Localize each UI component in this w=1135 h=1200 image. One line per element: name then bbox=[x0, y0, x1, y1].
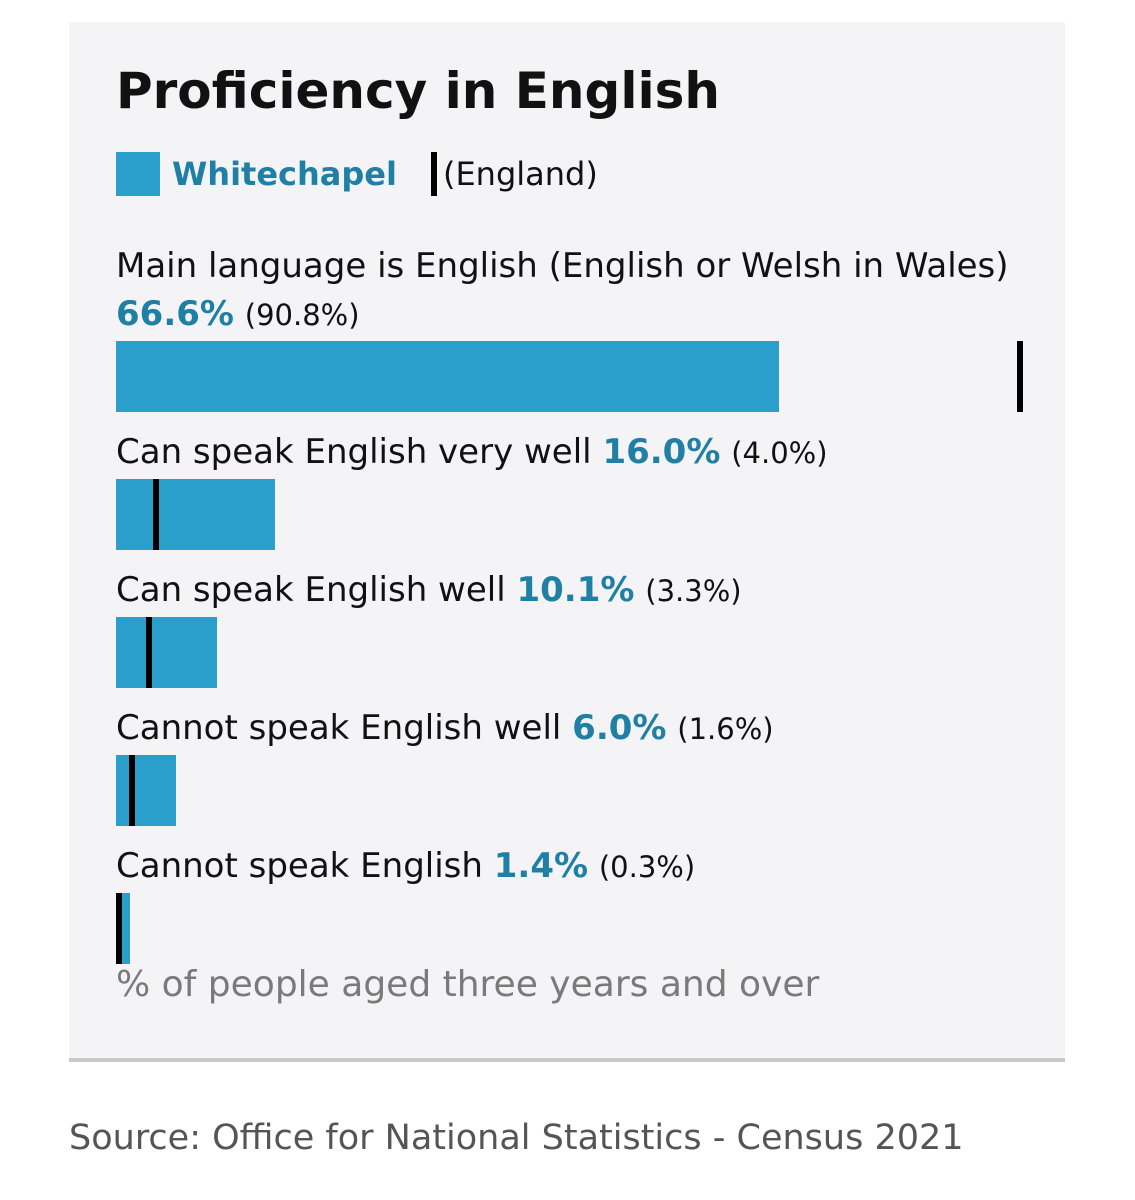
row-label: Main language is English (English or Wel… bbox=[116, 242, 1016, 339]
reference-label: (90.8%) bbox=[244, 298, 360, 332]
legend-marker bbox=[430, 152, 437, 196]
reference-marker bbox=[128, 755, 135, 826]
legend-swatch bbox=[116, 152, 160, 196]
reference-label: (1.6%) bbox=[677, 712, 774, 746]
category-label: Can speak English well bbox=[116, 570, 506, 610]
value-label: 66.6% bbox=[116, 294, 234, 334]
category-label: Main language is English (English or Wel… bbox=[116, 246, 1009, 286]
bar bbox=[116, 479, 276, 550]
chart-title: Proficiency in English bbox=[116, 62, 720, 120]
reference-marker bbox=[116, 893, 122, 964]
category-label: Cannot speak English bbox=[116, 846, 483, 886]
bar bbox=[116, 617, 217, 688]
bar bbox=[116, 341, 780, 412]
reference-marker bbox=[145, 617, 152, 688]
note: % of people aged three years and over bbox=[116, 964, 820, 1005]
rows: Main language is English (English or Wel… bbox=[116, 226, 1024, 964]
value-label: 1.4% bbox=[493, 846, 589, 886]
reference-label: (4.0%) bbox=[731, 436, 828, 470]
row-label: Cannot speak English 1.4% (0.3%) bbox=[116, 842, 1016, 891]
reference-marker bbox=[1017, 341, 1024, 412]
bar-track bbox=[116, 479, 1016, 550]
legend: Whitechapel (England) bbox=[116, 152, 598, 196]
reference-label: (0.3%) bbox=[598, 850, 696, 884]
source: Source: Office for National Statistics -… bbox=[69, 1118, 964, 1158]
bar-track bbox=[116, 755, 1016, 826]
row-label: Can speak English very well 16.0% (4.0%) bbox=[116, 428, 1016, 477]
value-label: 6.0% bbox=[572, 708, 667, 748]
category-label: Cannot speak English well bbox=[116, 708, 562, 748]
legend-label: Whitechapel bbox=[172, 155, 397, 193]
legend-label: (England) bbox=[442, 155, 598, 193]
value-label: 10.1% bbox=[516, 570, 635, 610]
bar-track bbox=[116, 617, 1016, 688]
bar-track bbox=[116, 893, 1016, 964]
row-label: Cannot speak English well 6.0% (1.6%) bbox=[116, 704, 1016, 753]
bar-track bbox=[116, 341, 1024, 412]
bar bbox=[116, 755, 176, 826]
reference-marker bbox=[152, 479, 159, 550]
category-label: Can speak English very well bbox=[116, 432, 592, 472]
reference-label: (3.3%) bbox=[645, 574, 742, 608]
row-label: Can speak English well 10.1% (3.3%) bbox=[116, 566, 1016, 615]
value-label: 16.0% bbox=[602, 432, 721, 472]
chart-card: Proficiency in English Whitechapel (Engl… bbox=[69, 22, 1065, 1062]
